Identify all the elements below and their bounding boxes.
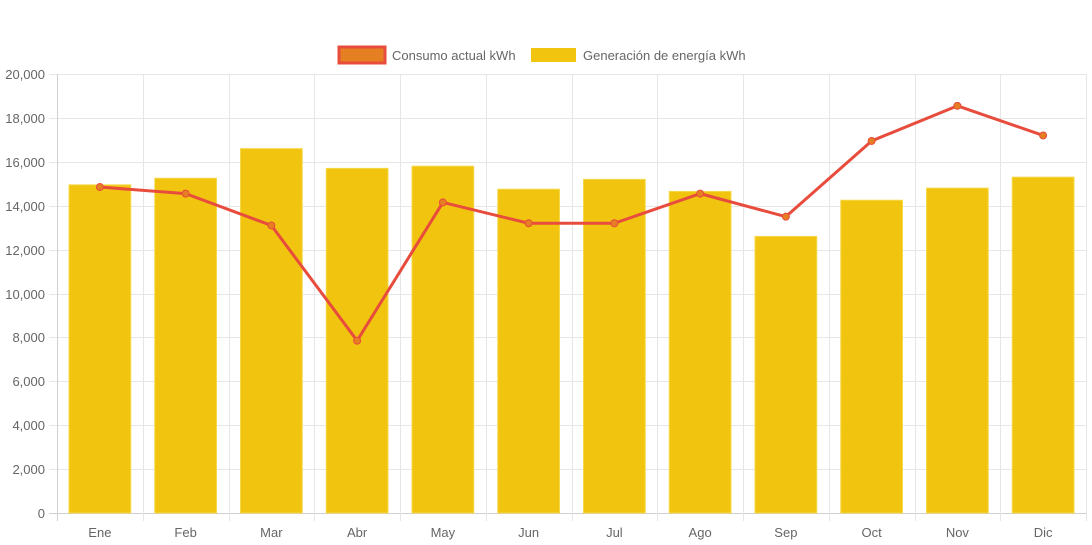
legend-label-generacion: Generación de energía kWh [583, 48, 746, 63]
point-ago[interactable] [696, 189, 705, 198]
legend-label-consumo: Consumo actual kWh [392, 48, 516, 63]
y-tick-label: 14,000 [5, 199, 45, 214]
legend-swatch-generacion [531, 48, 576, 62]
bars-generacion [68, 148, 1075, 514]
grid [49, 74, 1087, 521]
bar-dic[interactable] [1011, 176, 1075, 514]
x-tick-label: Ago [689, 525, 712, 540]
y-tick-label: 6,000 [12, 374, 45, 389]
x-tick-label: Ene [88, 525, 111, 540]
legend: Consumo actual kWh Generación de energía… [337, 45, 746, 65]
point-jun[interactable] [524, 219, 533, 228]
bar-sep[interactable] [754, 235, 818, 514]
bar-feb[interactable] [154, 177, 217, 514]
line-path [99, 104, 1044, 343]
point-mar[interactable] [267, 221, 276, 230]
line-consumo [95, 101, 1048, 345]
bar-may[interactable] [411, 165, 475, 514]
bar-ene[interactable] [68, 184, 132, 514]
y-tick-label: 18,000 [5, 111, 45, 126]
x-tick-label: Feb [174, 525, 196, 540]
point-jul[interactable] [610, 219, 619, 228]
point-ene[interactable] [95, 183, 104, 192]
x-tick-label: May [431, 525, 456, 540]
x-tick-label: Nov [946, 525, 970, 540]
bar-mar[interactable] [240, 148, 303, 514]
y-tick-label: 0 [38, 506, 45, 521]
legend-item-generacion[interactable]: Generación de energía kWh [531, 48, 746, 63]
y-tick-label: 12,000 [5, 243, 45, 258]
point-sep[interactable] [781, 212, 790, 221]
point-oct[interactable] [867, 136, 876, 145]
x-axis: Ene Feb Mar Abr May Jun Jul Ago Sep Oct Nov Dic [88, 525, 1053, 540]
x-tick-label: Oct [862, 525, 883, 540]
x-tick-label: Jun [518, 525, 539, 540]
y-axis: 0 2,000 4,000 6,000 8,000 10,000 12,000 14,000 1… [5, 67, 45, 521]
point-nov[interactable] [953, 101, 962, 110]
legend-item-consumo[interactable]: Consumo actual kWh [337, 45, 516, 65]
bar-oct[interactable] [840, 199, 903, 514]
bar-jun[interactable] [497, 188, 560, 514]
x-tick-label: Abr [347, 525, 368, 540]
y-tick-label: 10,000 [5, 287, 45, 302]
legend-swatch-consumo [337, 45, 387, 65]
y-tick-label: 16,000 [5, 155, 45, 170]
y-tick-label: 4,000 [12, 418, 45, 433]
bar-jul[interactable] [583, 178, 646, 514]
point-abr[interactable] [353, 336, 362, 345]
point-may[interactable] [438, 198, 447, 207]
y-tick-label: 20,000 [5, 67, 45, 82]
x-tick-label: Mar [260, 525, 283, 540]
y-tick-label: 8,000 [12, 330, 45, 345]
x-tick-label: Dic [1034, 525, 1053, 540]
y-tick-label: 2,000 [12, 462, 45, 477]
bar-nov[interactable] [926, 187, 989, 514]
point-dic[interactable] [1039, 131, 1048, 140]
x-tick-label: Sep [774, 525, 797, 540]
x-tick-label: Jul [606, 525, 623, 540]
bar-ago[interactable] [668, 190, 732, 514]
point-feb[interactable] [181, 189, 190, 198]
